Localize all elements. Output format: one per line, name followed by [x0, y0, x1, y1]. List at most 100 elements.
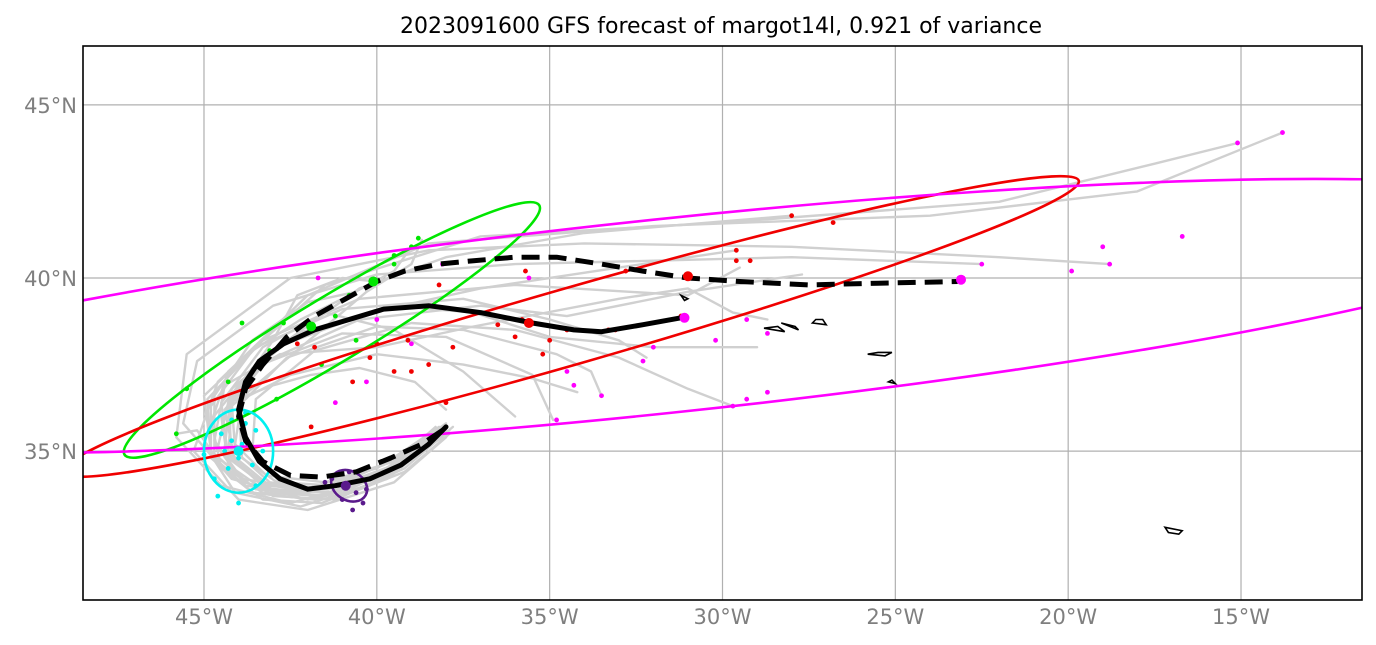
- ensemble-point-green: [332, 313, 338, 319]
- ensemble-point-magenta: [713, 337, 718, 343]
- island-outline: [763, 325, 786, 333]
- ensemble-track: [220, 273, 804, 501]
- ensemble-point-red: [733, 247, 739, 253]
- lon-tick-label: 15°W: [1212, 605, 1270, 629]
- ensemble-point-magenta: [1107, 261, 1113, 267]
- lon-tick-label: 45°W: [175, 605, 233, 629]
- ensemble-point-cyan: [253, 427, 259, 433]
- ensemble-point-red: [789, 213, 795, 219]
- ensemble-point-green: [173, 431, 179, 437]
- track-end-marker: [956, 274, 967, 285]
- island-outline: [810, 318, 828, 326]
- map-layers: [83, 130, 1362, 536]
- island-outline: [867, 351, 893, 357]
- lat-tick-label: 40°N: [24, 267, 77, 291]
- ensemble-point-cyan: [229, 438, 235, 444]
- ensemble-point-red: [523, 268, 528, 274]
- ensemble-point-cyan: [225, 466, 231, 471]
- ensemble-point-red: [547, 337, 553, 343]
- ensemble-point-purple: [322, 479, 328, 485]
- ensemble-point-red: [312, 344, 318, 350]
- lon-tick-label: 40°W: [348, 605, 406, 629]
- ensemble-point-red: [495, 322, 501, 328]
- tick-labels: 45°W 40°W 35°W 30°W 25°W 20°W 15°W 45°N 40°N 35°N: [24, 94, 1270, 629]
- ensemble-point-red: [747, 258, 753, 264]
- lon-tick-label: 35°W: [521, 605, 579, 629]
- ensemble-point-red: [405, 337, 411, 343]
- ensemble-point-red: [450, 344, 456, 350]
- ensemble-point-cyan: [239, 441, 245, 447]
- ensemble-point-magenta: [640, 358, 646, 364]
- ensemble-point-magenta: [744, 396, 750, 402]
- ensemble-point-red: [294, 341, 300, 347]
- cluster-ellipse-magenta: [83, 177, 1362, 455]
- lat-tick-label: 45°N: [24, 94, 77, 118]
- ensemble-point-magenta: [408, 341, 414, 347]
- plot-frame: [82, 45, 1363, 601]
- lon-tick-label: 25°W: [866, 605, 924, 629]
- mean-track-dashed: [236, 254, 958, 480]
- ensemble-point-magenta: [1100, 244, 1106, 250]
- ensemble-point-cyan: [236, 500, 241, 506]
- lat-tick-label: 35°N: [24, 440, 77, 464]
- chart-title: 2023091600 GFS forecast of margot14l, 0.…: [400, 14, 1042, 39]
- island-outline: [886, 379, 898, 386]
- cluster-center-marker-green: [306, 321, 317, 332]
- cluster-center-marker-purple: [340, 480, 351, 491]
- ensemble-track: [223, 214, 793, 498]
- ensemble-point-purple: [360, 500, 366, 506]
- island-outline: [678, 293, 690, 302]
- track-end-marker: [523, 318, 534, 328]
- ensemble-track: [192, 131, 1284, 512]
- cluster-ellipse-green: [122, 200, 542, 459]
- ensemble-point-green: [225, 379, 231, 385]
- ensemble-point-magenta: [744, 317, 750, 322]
- ensemble-point-purple: [350, 507, 356, 513]
- ensemble-point-red: [350, 379, 356, 385]
- ensemble-point-magenta: [526, 275, 532, 281]
- ensemble-point-magenta: [571, 382, 577, 388]
- ensemble-point-purple: [353, 490, 359, 496]
- ensemble-point-magenta: [315, 275, 321, 281]
- ensemble-point-magenta: [554, 417, 559, 423]
- island-outline: [1163, 526, 1184, 536]
- cluster-center-marker-green: [368, 276, 379, 287]
- ensemble-point-magenta: [564, 369, 570, 374]
- cluster-ellipse-red: [83, 174, 1081, 479]
- ensemble-point-magenta: [765, 389, 770, 395]
- ensemble-point-red: [830, 220, 836, 225]
- track-end-marker: [679, 312, 690, 323]
- ensemble-point-magenta: [599, 393, 604, 399]
- ensemble-point-red: [408, 369, 414, 374]
- ensemble-point-magenta: [374, 317, 380, 322]
- ensemble-point-magenta: [765, 330, 770, 336]
- ensemble-point-magenta: [364, 379, 369, 385]
- ensemble-point-cyan: [218, 431, 224, 437]
- ensemble-point-red: [540, 351, 546, 357]
- track-end-marker: [682, 271, 693, 282]
- ensemble-point-green: [353, 337, 359, 343]
- ensemble-point-cyan: [215, 493, 221, 499]
- ensemble-point-cyan: [236, 455, 241, 461]
- ensemble-point-magenta: [1280, 130, 1285, 135]
- ensemble-point-red: [733, 258, 739, 264]
- ensemble-point-cyan: [260, 448, 266, 454]
- lon-tick-label: 20°W: [1039, 605, 1097, 629]
- ensemble-track: [209, 245, 441, 501]
- ensemble-point-magenta: [1179, 234, 1185, 239]
- ensemble-point-cyan: [249, 462, 255, 468]
- ensemble-point-magenta: [1235, 140, 1240, 146]
- ensemble-point-green: [239, 320, 245, 326]
- ensemble-point-red: [512, 334, 518, 340]
- ensemble-point-red: [391, 369, 397, 374]
- lon-tick-label: 30°W: [694, 605, 752, 629]
- ensemble-point-red: [436, 282, 442, 288]
- ensemble-point-red: [426, 362, 432, 367]
- ensemble-point-magenta: [1069, 268, 1075, 274]
- gridlines: [83, 46, 1362, 600]
- ensemble-point-red: [308, 424, 314, 430]
- ensemble-point-cyan: [222, 448, 228, 454]
- ensemble-point-red: [367, 355, 373, 361]
